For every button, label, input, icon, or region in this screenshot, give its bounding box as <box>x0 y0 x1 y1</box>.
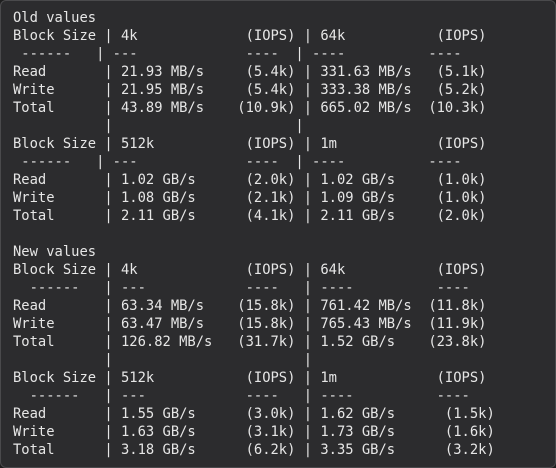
section-title: Old values <box>13 10 97 26</box>
output-line: Read | 21.93 MB/s (5.4k) | 331.63 MB/s (… <box>13 64 487 80</box>
output-line: | | <box>13 352 313 368</box>
output-line: ------ | --- ---- | ---- ---- <box>13 388 470 404</box>
output-section: New values Block Size | 4k (IOPS) | 64k (… <box>13 243 555 459</box>
section-title: New values <box>13 244 97 260</box>
output-line: Write | 63.47 MB/s (15.8k) | 765.43 MB/s… <box>13 316 487 332</box>
output-line: Total | 2.11 GB/s (4.1k) | 2.11 GB/s (2.… <box>13 208 487 224</box>
output-line: Block Size | 512k (IOPS) | 1m (IOPS) <box>13 370 487 386</box>
output-line: Block Size | 4k (IOPS) | 64k (IOPS) <box>13 28 487 44</box>
output-line: | | <box>13 118 304 134</box>
output-line: Write | 21.95 MB/s (5.4k) | 333.38 MB/s … <box>13 82 487 98</box>
output-line: Block Size | 4k (IOPS) | 64k (IOPS) <box>13 262 487 278</box>
output-line: Total | 43.89 MB/s (10.9k) | 665.02 MB/s… <box>13 100 487 116</box>
output-line: Read | 1.55 GB/s (3.0k) | 1.62 GB/s (1.5… <box>13 406 495 422</box>
output-line: Write | 1.63 GB/s (3.1k) | 1.73 GB/s (1.… <box>13 424 495 440</box>
output-line: ------ | --- ---- | ---- ---- <box>13 154 462 170</box>
output-section: Old values Block Size | 4k (IOPS) | 64k (… <box>13 9 555 225</box>
output-line: Total | 3.18 GB/s (6.2k) | 3.35 GB/s (3.… <box>13 442 495 458</box>
output-line: ------ | --- ---- | ---- ---- <box>13 46 462 62</box>
output-line: Block Size | 512k (IOPS) | 1m (IOPS) <box>13 136 487 152</box>
output-line: Total | 126.82 MB/s (31.7k) | 1.52 GB/s … <box>13 334 487 350</box>
output-line: ------ | --- ---- | ---- ---- <box>13 280 470 296</box>
output-line: Write | 1.08 GB/s (2.1k) | 1.09 GB/s (1.… <box>13 190 487 206</box>
output-line: Read | 63.34 MB/s (15.8k) | 761.42 MB/s … <box>13 298 487 314</box>
output-line: Read | 1.02 GB/s (2.0k) | 1.02 GB/s (1.0… <box>13 172 487 188</box>
